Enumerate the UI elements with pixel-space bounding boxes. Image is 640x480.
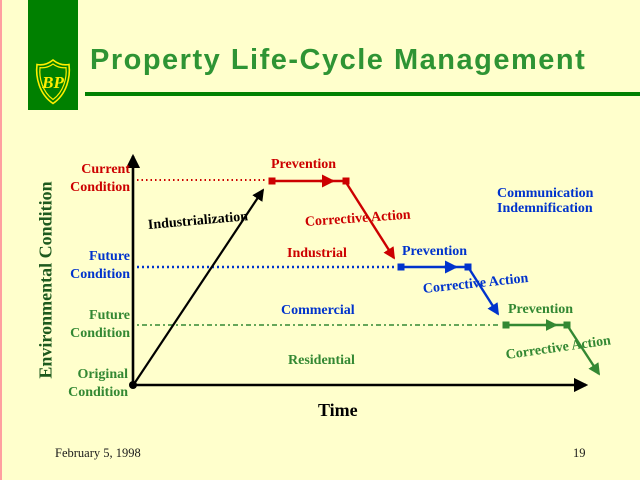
x-axis-label: Time [318, 400, 358, 420]
future-commercial-point [502, 321, 510, 329]
future-condition-commercial-label: Future Condition [70, 308, 130, 341]
future-condition-industrial-label: Future Condition [70, 249, 130, 282]
prevention-industrial-end-point [342, 177, 350, 185]
bp-shield-icon: BP [35, 58, 71, 105]
bp-logo: BP [28, 0, 78, 110]
indemnification-label: Indemnification [497, 201, 593, 216]
industrialization-line [133, 188, 265, 385]
prevention-residential-end-point [563, 321, 571, 329]
corrective-residential-line [567, 327, 601, 376]
current-condition-point [268, 177, 276, 185]
page-number: 19 [573, 446, 586, 460]
industrial-label: Industrial [287, 246, 347, 261]
corrective-commercial-line [468, 269, 500, 316]
bp-logo-text: BP [41, 73, 64, 92]
title-underline [85, 92, 640, 96]
prevention-commercial-label: Prevention [402, 244, 468, 259]
original-condition-label: Original Condition [68, 367, 128, 400]
left-edge-strip [0, 0, 2, 480]
y-axis-label: Environmental Condition [35, 181, 56, 379]
residential-label: Residential [288, 353, 355, 368]
prevention-commercial-end-point [464, 263, 472, 271]
footer-date: February 5, 1998 [55, 446, 141, 460]
communication-label: Communication [497, 186, 594, 201]
prevention-industrial-label: Prevention [271, 157, 337, 172]
current-condition-label: Current Condition [70, 162, 130, 195]
prevention-residential-label: Prevention [508, 302, 574, 317]
commercial-label: Commercial [281, 303, 355, 318]
future-industrial-point [397, 263, 405, 271]
corrective-industrial-line [345, 183, 396, 260]
page-title: Property Life-Cycle Management [90, 44, 587, 76]
